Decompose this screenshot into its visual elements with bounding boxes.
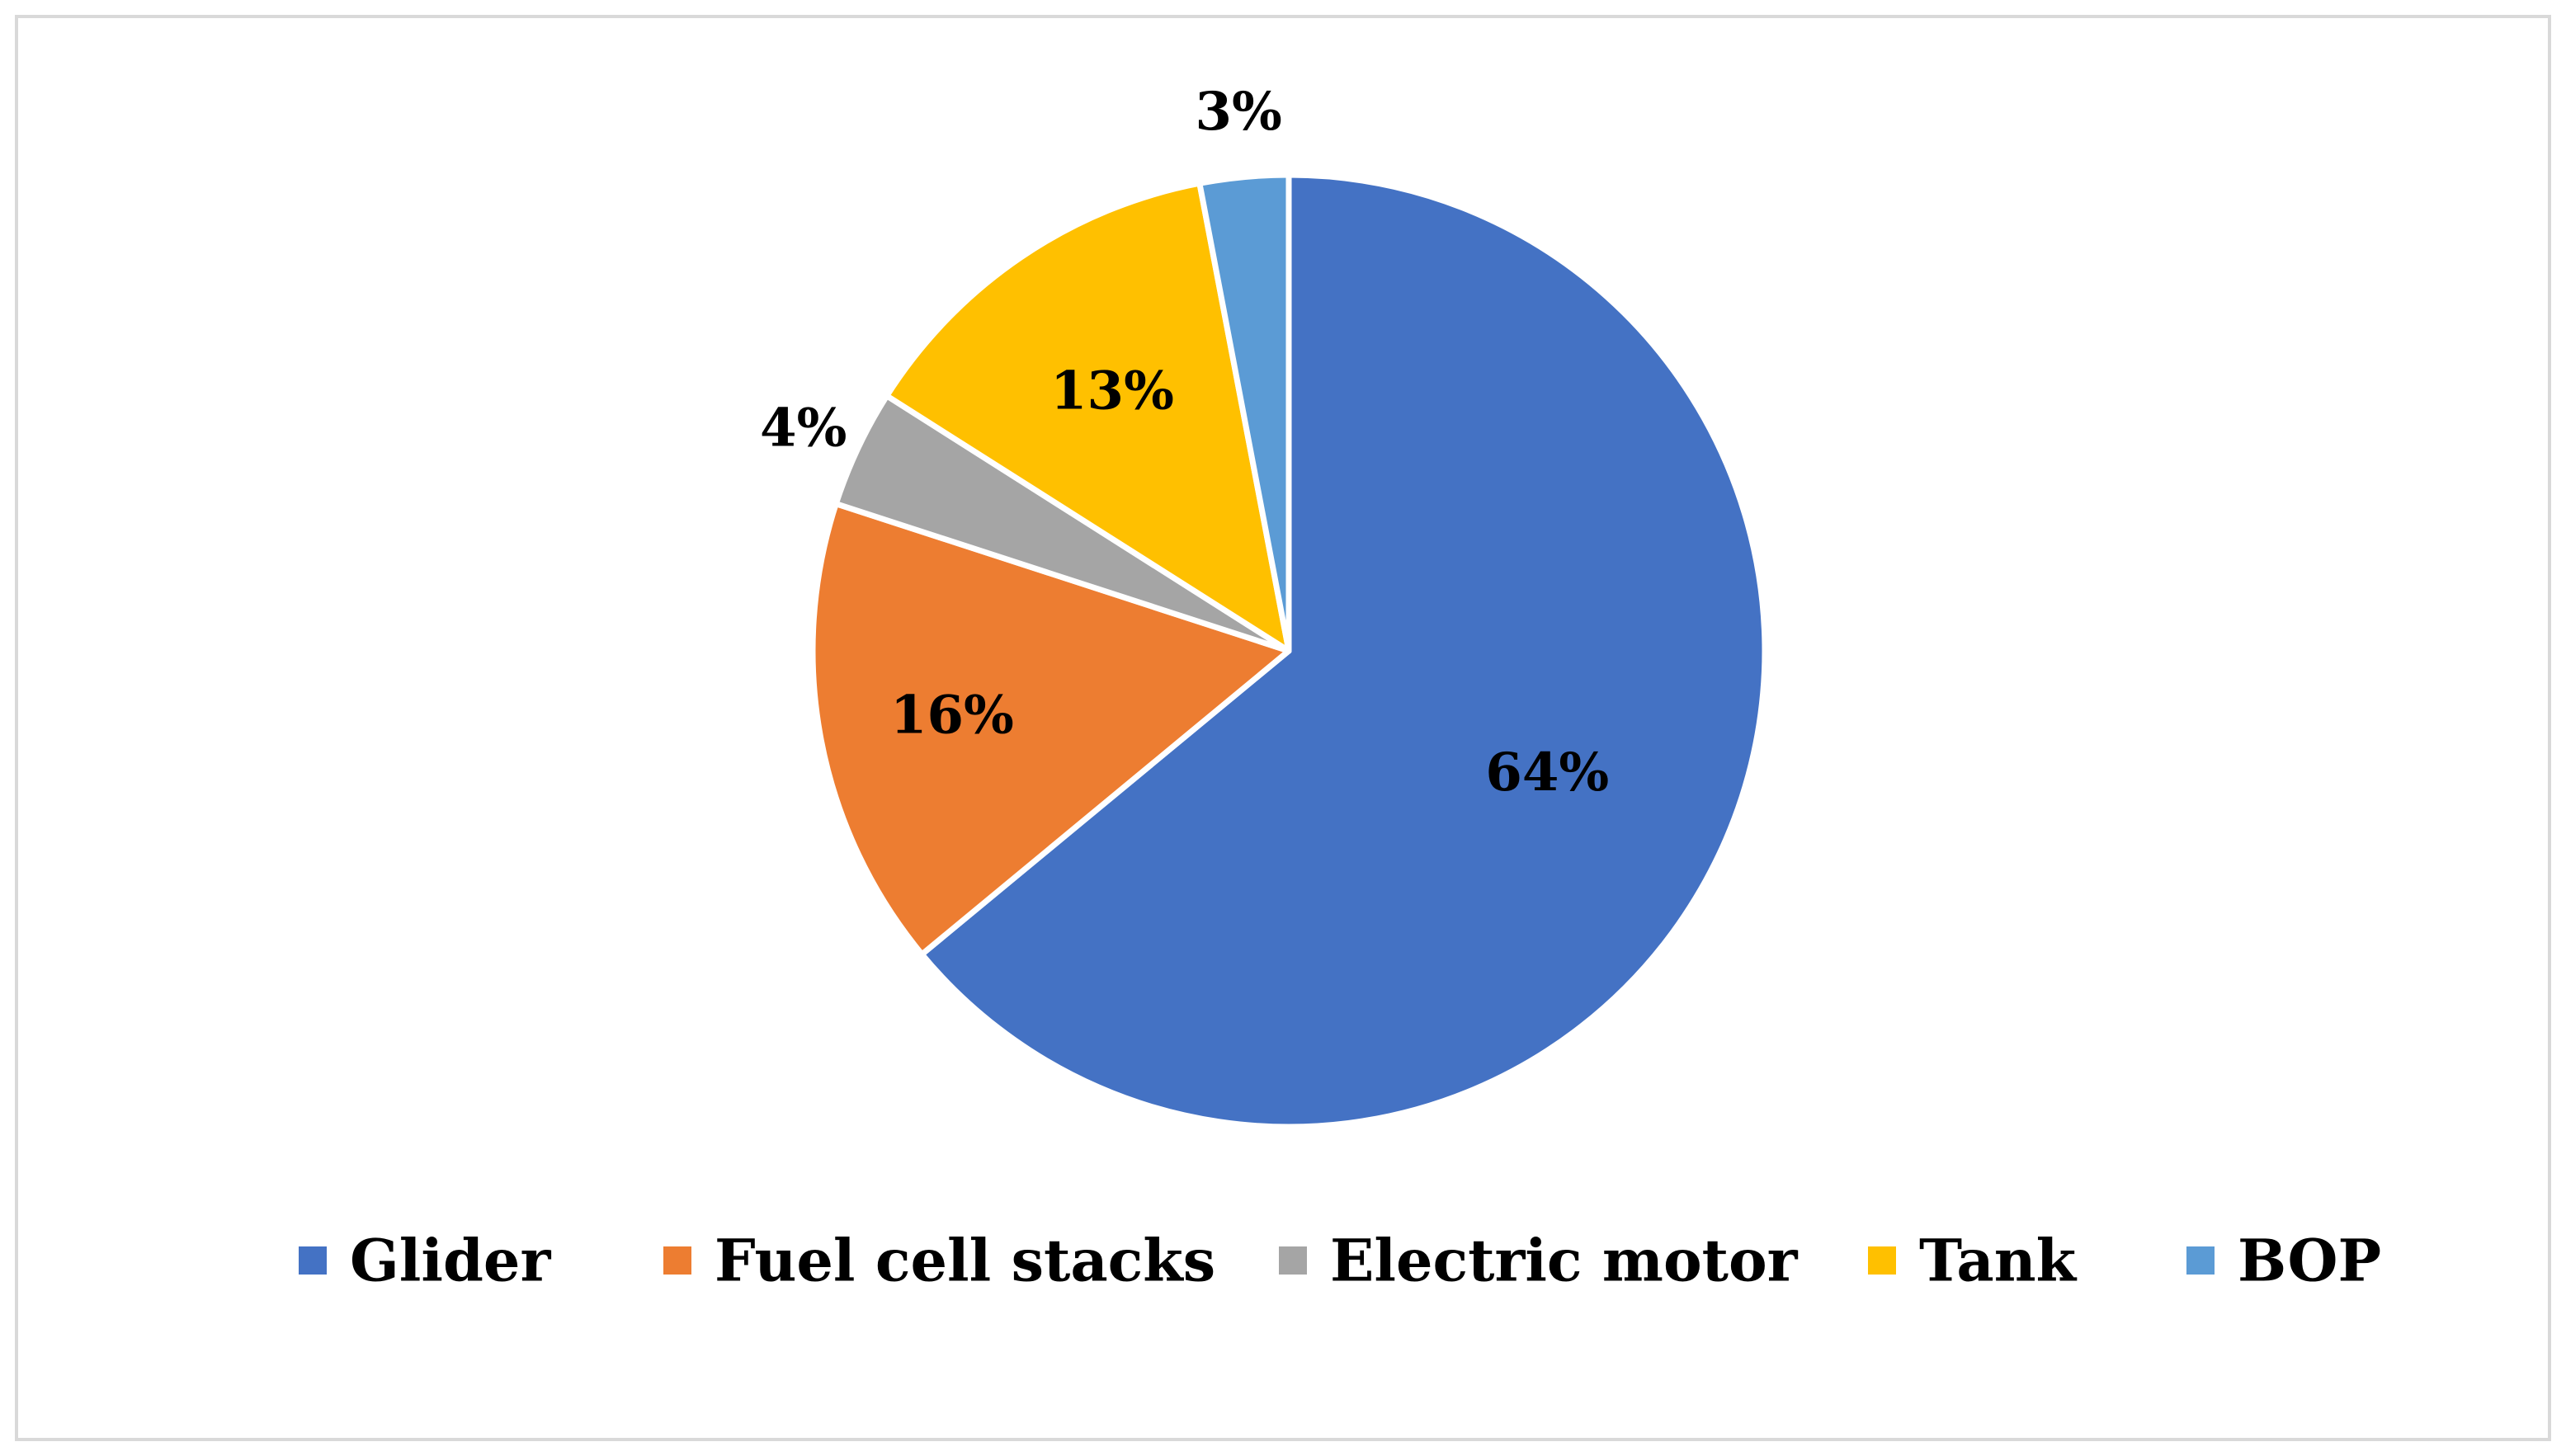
data-label-bop: 3% bbox=[1196, 81, 1282, 143]
pie-slice-tank bbox=[884, 180, 1292, 654]
legend-label: BOP bbox=[2238, 1227, 2381, 1295]
pie-slice-bop bbox=[1196, 172, 1292, 654]
legend-swatch bbox=[2186, 1246, 2215, 1275]
data-label-tank: 13% bbox=[1050, 360, 1174, 422]
legend-item-fuel-cell-stacks: Fuel cell stacks bbox=[663, 1227, 1215, 1295]
legend-swatch bbox=[663, 1246, 691, 1275]
legend-label: Tank bbox=[1919, 1227, 2078, 1295]
legend-item-tank: Tank bbox=[1868, 1227, 2078, 1295]
data-label-electric-motor: 4% bbox=[760, 397, 847, 459]
legend-label: Glider bbox=[350, 1227, 551, 1295]
legend-swatch bbox=[1279, 1246, 1307, 1275]
pie-slice-glider bbox=[918, 172, 1768, 1130]
legend-swatch bbox=[299, 1246, 327, 1275]
legend-item-bop: BOP bbox=[2186, 1227, 2381, 1295]
data-label-fuel-cell-stacks: 16% bbox=[890, 684, 1014, 746]
chart-frame: 64% 16% 4% 13% 3% Glider Fuel cell stacks Elec… bbox=[15, 15, 2551, 1441]
legend-label: Fuel cell stacks bbox=[715, 1227, 1215, 1295]
legend-item-glider: Glider bbox=[299, 1227, 551, 1295]
pie-data-labels: 64% 16% 4% 13% 3% bbox=[760, 81, 1609, 803]
legend: Glider Fuel cell stacks Electric motor Tank… bbox=[299, 1227, 2381, 1295]
data-label-glider: 64% bbox=[1485, 742, 1609, 803]
legend-label: Electric motor bbox=[1330, 1227, 1799, 1295]
pie-slices bbox=[809, 172, 1768, 1130]
legend-swatch bbox=[1868, 1246, 1896, 1275]
pie-chart: 64% 16% 4% 13% 3% Glider Fuel cell stacks Elec… bbox=[299, 81, 2381, 1295]
legend-item-electric-motor: Electric motor bbox=[1279, 1227, 1799, 1295]
pie-slice-fuel-cell-stacks bbox=[809, 501, 1292, 958]
